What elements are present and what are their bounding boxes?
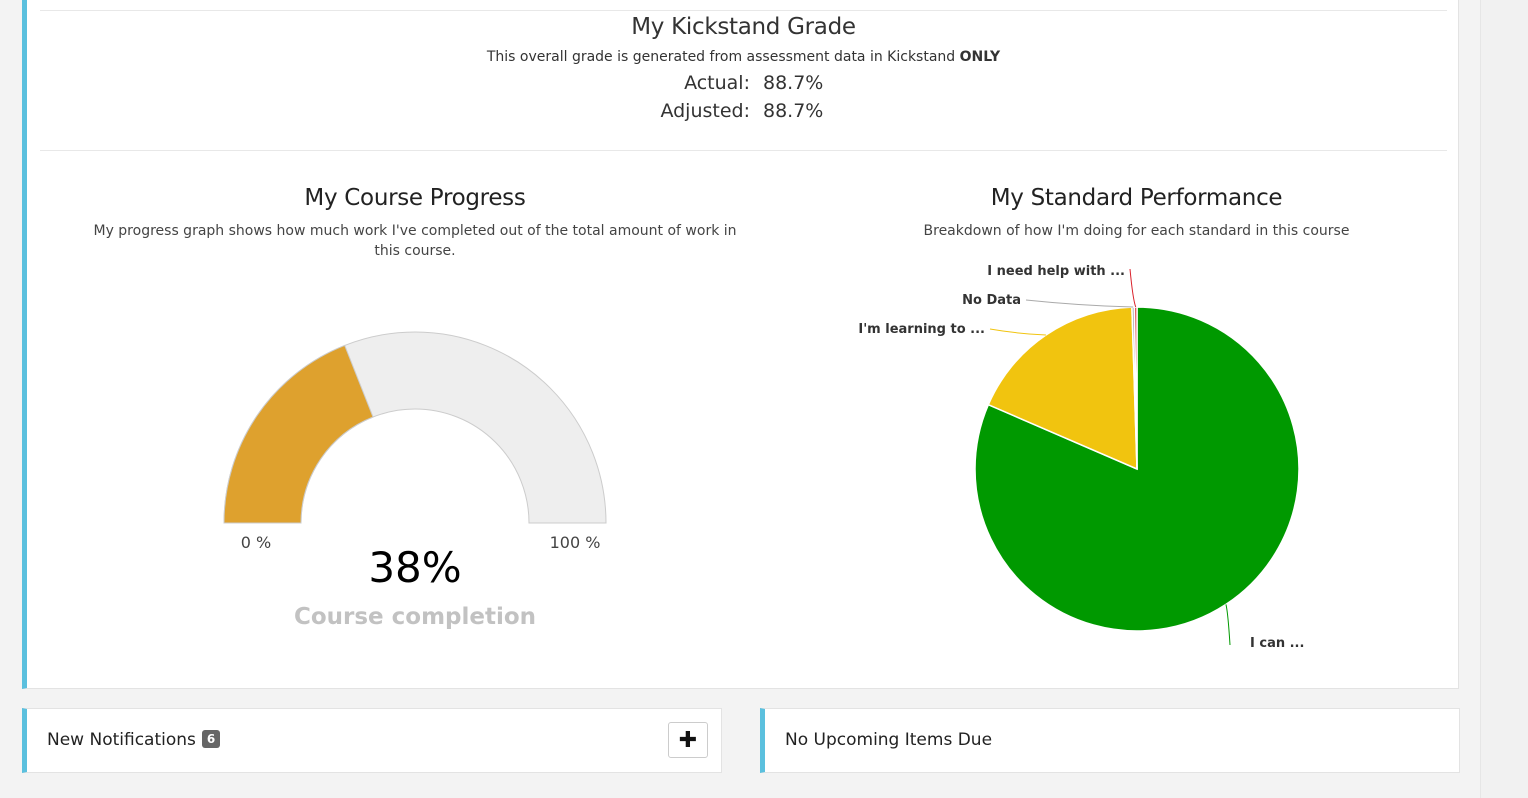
progress-title: My Course Progress	[304, 185, 526, 211]
notifications-title: New Notifications	[47, 730, 196, 750]
gauge-min-label: 0 %	[241, 533, 271, 552]
grade-subtitle-text: This overall grade is generated from ass…	[486, 49, 956, 65]
notifications-card: New Notifications 6 ✚	[22, 708, 722, 773]
pie-slice-label: I can ...	[1250, 636, 1304, 651]
pie-connector	[1129, 268, 1137, 308]
progress-subtitle: My progress graph shows how much work I'…	[93, 223, 737, 259]
adjusted-grade-value: 88.7%	[763, 100, 824, 122]
upcoming-card: No Upcoming Items Due	[760, 708, 1460, 773]
adjusted-grade-label: Adjusted:	[660, 100, 750, 122]
gauge-max-label: 100 %	[550, 533, 601, 552]
progress-gauge: 0 % 100 % 38% Course completion	[223, 331, 607, 630]
divider	[40, 10, 1447, 11]
actual-grade-row: Actual: 88.7%	[560, 72, 960, 98]
page-scrollbar-track[interactable]	[1480, 0, 1528, 798]
divider	[40, 150, 1447, 151]
actual-grade-value: 88.7%	[763, 72, 824, 94]
adjusted-grade-row: Adjusted: 88.7%	[560, 100, 960, 126]
grade-subtitle: This overall grade is generated from ass…	[40, 49, 1447, 65]
notifications-header: New Notifications 6	[47, 730, 221, 750]
pie-connector	[1225, 604, 1231, 646]
upcoming-title: No Upcoming Items Due	[785, 730, 993, 750]
standards-pie-chart: I can ... I'm learning to ... No Data I nee…	[858, 264, 1304, 651]
pie-slice-label: I'm learning to ...	[858, 322, 985, 337]
gauge-caption: Course completion	[294, 604, 536, 630]
gauge-value-label: 38%	[368, 543, 461, 592]
standards-subtitle: Breakdown of how I'm doing for each stan…	[923, 223, 1350, 239]
notifications-count-badge: 6	[201, 730, 221, 748]
actual-grade-label: Actual:	[684, 72, 750, 94]
pie-slice-label: No Data	[962, 293, 1021, 308]
standards-title: My Standard Performance	[990, 185, 1283, 211]
add-notification-button[interactable]: ✚	[668, 722, 708, 758]
plus-icon: ✚	[678, 727, 698, 753]
pie-slice[interactable]	[987, 306, 1138, 471]
gauge-fill	[223, 344, 374, 524]
pie-connector	[989, 328, 1046, 336]
grade-subtitle-emphasis: ONLY	[959, 49, 1001, 65]
pie-connector	[1025, 299, 1134, 308]
pie-slice-label: I need help with ...	[987, 264, 1125, 279]
grade-title: My Kickstand Grade	[631, 14, 856, 40]
